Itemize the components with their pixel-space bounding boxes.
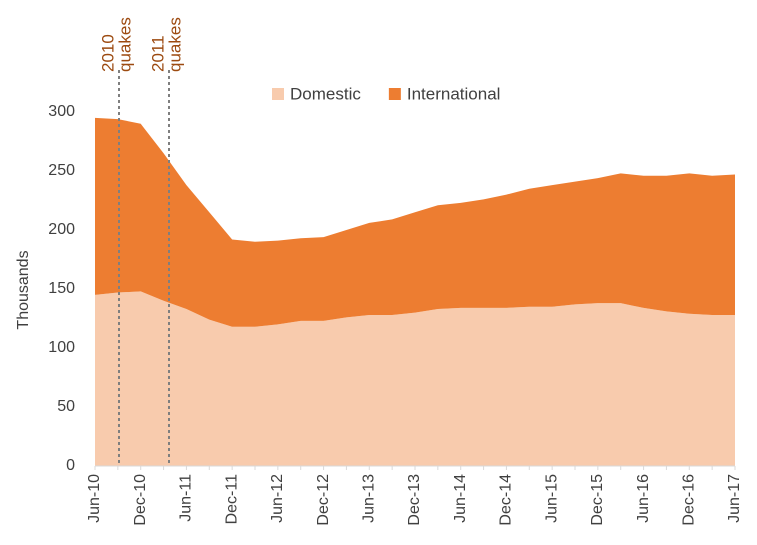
y-axis-label: Thousands: [15, 250, 32, 329]
y-tick-label: 250: [48, 162, 75, 179]
x-tick-label: Dec-13: [406, 474, 423, 526]
x-tick-label: Jun-12: [269, 474, 286, 523]
x-tick-label: Jun-14: [452, 474, 469, 523]
x-tick-label: Jun-17: [726, 474, 743, 523]
x-tick-label: Jun-11: [178, 474, 195, 522]
y-tick-label: 150: [48, 280, 75, 297]
y-tick-label: 50: [57, 398, 75, 415]
annotation: 2010: [98, 34, 117, 72]
x-tick-label: Dec-11: [223, 474, 240, 524]
x-tick-label: Dec-10: [132, 474, 149, 526]
x-tick-label: Dec-12: [315, 474, 332, 526]
legend-swatch: [272, 88, 284, 100]
annotation: quakes: [165, 17, 184, 72]
y-tick-label: 300: [48, 103, 75, 120]
x-tick-label: Jun-16: [635, 474, 652, 523]
x-tick-label: Dec-15: [589, 474, 606, 526]
x-tick-label: Dec-14: [498, 474, 515, 526]
x-tick-label: Jun-15: [543, 474, 560, 523]
legend-swatch: [388, 88, 401, 100]
legend-label: Domestic: [290, 84, 361, 103]
area: [95, 117, 735, 327]
x-tick-label: Dec-16: [681, 474, 698, 526]
area: [95, 291, 735, 466]
y-tick-label: 100: [48, 339, 75, 356]
x-tick-label: Jun-10: [86, 474, 103, 523]
x-tick-label: Jun-13: [361, 474, 378, 523]
y-tick-label: 0: [66, 457, 75, 474]
y-tick-label: 200: [48, 221, 75, 238]
legend-label: International: [407, 84, 501, 103]
annotation: quakes: [115, 17, 134, 72]
annotation: 2011: [148, 35, 167, 72]
